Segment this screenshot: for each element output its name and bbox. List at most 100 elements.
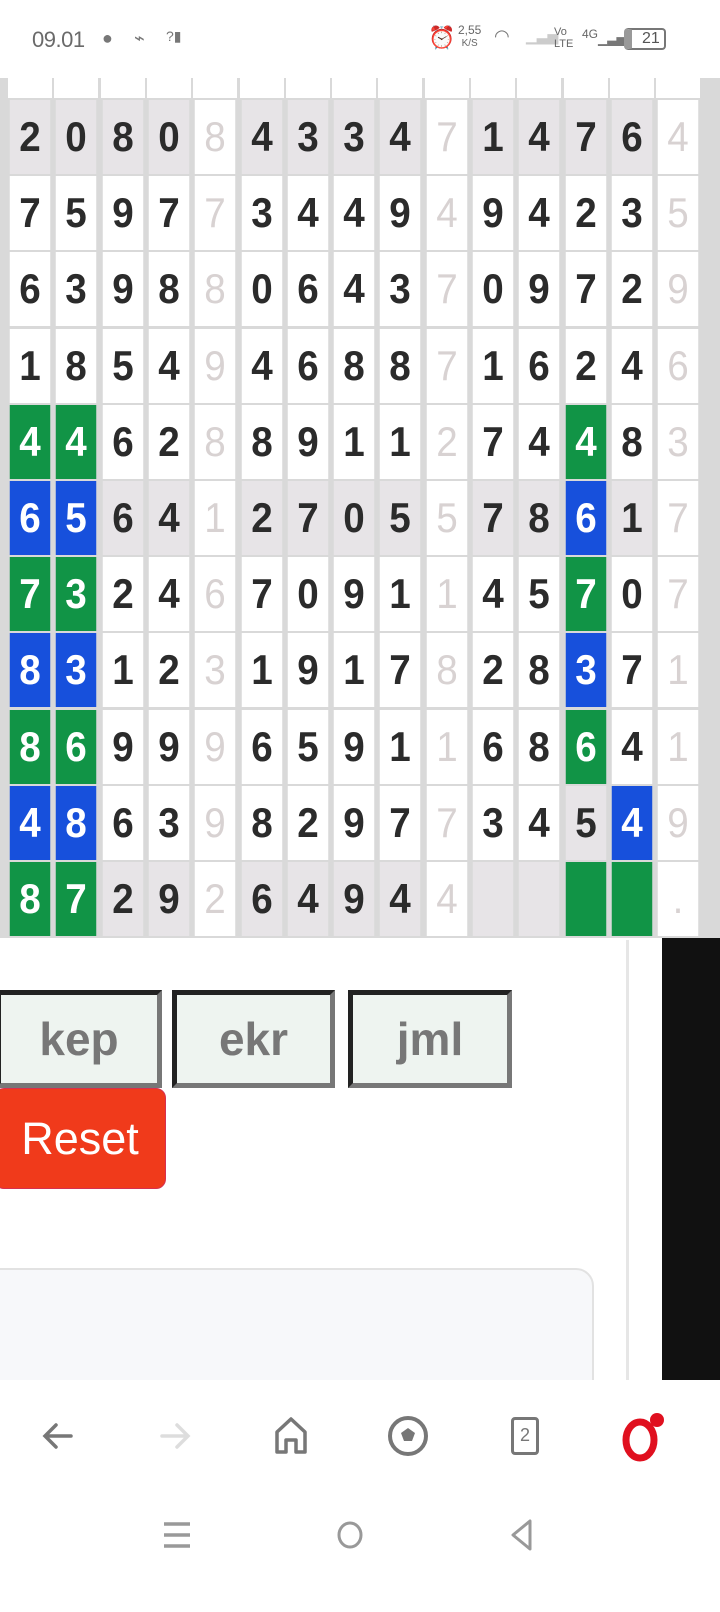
grid-cell[interactable]: 6 — [287, 252, 329, 327]
grid-cell[interactable]: 7 — [426, 252, 467, 327]
grid-cell[interactable]: 4 — [148, 557, 190, 632]
grid-cell[interactable]: 2 — [565, 328, 606, 403]
grid-cell[interactable]: 4 — [148, 328, 190, 403]
grid-cell[interactable]: 4 — [380, 100, 421, 174]
grid-cell[interactable]: 3 — [56, 633, 97, 708]
back-icon[interactable] — [30, 1408, 86, 1464]
grid-cell[interactable]: 7 — [148, 176, 190, 251]
grid-cell[interactable]: 7 — [380, 633, 421, 708]
grid-cell[interactable]: 3 — [241, 176, 282, 251]
grid-cell[interactable]: 5 — [426, 481, 467, 555]
grid-cell[interactable]: 2 — [426, 404, 467, 479]
grid-cell[interactable]: 9 — [287, 633, 329, 708]
grid-cell[interactable]: 9 — [333, 862, 375, 936]
grid-cell[interactable]: 6 — [472, 709, 514, 784]
grid-cell[interactable]: 2 — [9, 100, 51, 174]
grid-cell[interactable]: 8 — [9, 709, 51, 784]
grid-cell[interactable]: 9 — [102, 176, 143, 251]
grid-cell[interactable]: 4 — [241, 328, 282, 403]
reset-button[interactable]: Reset — [0, 1088, 166, 1189]
grid-cell[interactable]: 3 — [333, 100, 375, 174]
grid-cell[interactable]: 6 — [565, 709, 606, 784]
grid-cell[interactable]: 1 — [380, 557, 421, 632]
grid-cell[interactable]: 4 — [611, 709, 653, 784]
grid-cell[interactable]: 4 — [519, 785, 560, 860]
grid-cell[interactable]: 8 — [241, 785, 282, 860]
grid-cell[interactable]: 7 — [426, 328, 467, 403]
grid-cell[interactable]: 0 — [611, 557, 653, 632]
grid-cell[interactable]: 2 — [241, 481, 282, 555]
grid-cell[interactable]: 1 — [426, 557, 467, 632]
grid-cell[interactable]: 2 — [287, 785, 329, 860]
grid-cell[interactable]: 9 — [194, 785, 236, 860]
jml-button[interactable]: jml — [348, 990, 512, 1088]
grid-cell[interactable]: 4 — [380, 862, 421, 936]
grid-cell[interactable]: 6 — [102, 404, 143, 479]
grid-cell[interactable]: 6 — [9, 481, 51, 555]
grid-cell[interactable]: 9 — [519, 252, 560, 327]
grid-cell[interactable]: 5 — [287, 709, 329, 784]
grid-cell[interactable]: 2 — [565, 176, 606, 251]
grid-cell[interactable]: 7 — [9, 557, 51, 632]
grid-cell[interactable]: . — [657, 862, 699, 936]
grid-cell[interactable]: 1 — [333, 404, 375, 479]
grid-cell[interactable]: 0 — [287, 557, 329, 632]
grid-cell[interactable]: 0 — [333, 481, 375, 555]
grid-cell[interactable]: 8 — [9, 633, 51, 708]
grid-cell[interactable]: 8 — [611, 404, 653, 479]
grid-cell[interactable]: 9 — [194, 328, 236, 403]
grid-cell[interactable]: 9 — [102, 709, 143, 784]
grid-cell[interactable]: 1 — [657, 709, 699, 784]
grid-cell[interactable]: 8 — [102, 100, 143, 174]
grid-cell[interactable]: 3 — [56, 557, 97, 632]
kep-button[interactable]: kep — [0, 990, 162, 1088]
grid-cell[interactable]: 2 — [148, 404, 190, 479]
grid-cell[interactable]: 0 — [56, 100, 97, 174]
grid-cell[interactable]: 6 — [241, 862, 282, 936]
grid-cell[interactable]: 8 — [148, 252, 190, 327]
grid-cell[interactable]: 5 — [519, 557, 560, 632]
grid-cell[interactable]: 7 — [611, 633, 653, 708]
grid-cell[interactable]: 4 — [333, 176, 375, 251]
grid-cell[interactable]: 9 — [333, 557, 375, 632]
grid-cell[interactable]: 2 — [611, 252, 653, 327]
grid-cell[interactable]: 4 — [611, 785, 653, 860]
grid-cell[interactable]: 8 — [194, 100, 236, 174]
grid-cell[interactable]: 7 — [472, 481, 514, 555]
grid-cell[interactable]: 6 — [565, 481, 606, 555]
grid-cell[interactable]: 7 — [9, 176, 51, 251]
back-system-icon[interactable] — [498, 1510, 548, 1560]
grid-cell[interactable]: 1 — [380, 404, 421, 479]
grid-cell[interactable]: 6 — [102, 785, 143, 860]
sports-ball-icon[interactable] — [380, 1408, 436, 1464]
home-icon[interactable] — [263, 1408, 319, 1464]
grid-cell[interactable]: 7 — [472, 404, 514, 479]
grid-cell[interactable]: 6 — [102, 481, 143, 555]
grid-cell[interactable]: 1 — [472, 328, 514, 403]
grid-cell[interactable]: 6 — [9, 252, 51, 327]
grid-cell[interactable]: 7 — [565, 557, 606, 632]
grid-cell[interactable]: 4 — [9, 785, 51, 860]
forward-icon[interactable] — [147, 1408, 203, 1464]
grid-cell[interactable]: 7 — [565, 252, 606, 327]
grid-cell[interactable]: 9 — [333, 785, 375, 860]
grid-cell[interactable]: 7 — [287, 481, 329, 555]
grid-cell[interactable]: 8 — [241, 404, 282, 479]
grid-cell[interactable]: 7 — [565, 100, 606, 174]
grid-cell[interactable]: 4 — [287, 862, 329, 936]
grid-cell[interactable]: 3 — [565, 633, 606, 708]
grid-cell[interactable]: 5 — [56, 176, 97, 251]
grid-cell[interactable]: 9 — [380, 176, 421, 251]
grid-cell[interactable]: 3 — [380, 252, 421, 327]
grid-cell[interactable]: 2 — [194, 862, 236, 936]
grid-cell[interactable]: 0 — [241, 252, 282, 327]
grid-cell[interactable]: 4 — [9, 404, 51, 479]
grid-cell[interactable]: 5 — [380, 481, 421, 555]
grid-cell[interactable]: 8 — [194, 252, 236, 327]
grid-cell[interactable]: 7 — [657, 481, 699, 555]
grid-cell[interactable]: 3 — [657, 404, 699, 479]
grid-cell[interactable]: 3 — [472, 785, 514, 860]
grid-cell[interactable]: 2 — [102, 557, 143, 632]
grid-cell[interactable]: 4 — [519, 404, 560, 479]
grid-cell[interactable]: 4 — [611, 328, 653, 403]
